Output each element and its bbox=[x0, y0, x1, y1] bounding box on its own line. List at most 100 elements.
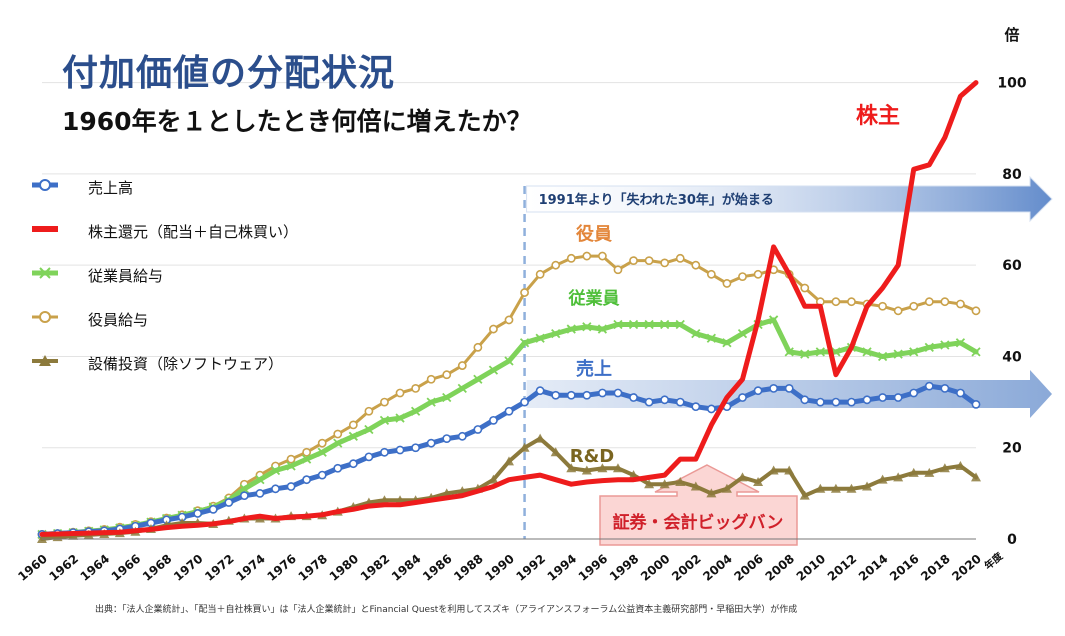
data-point bbox=[411, 383, 420, 393]
x-tick-label: 1982 bbox=[358, 552, 393, 584]
data-point bbox=[582, 251, 592, 261]
x-tick-label: 2010 bbox=[794, 552, 829, 584]
data-point bbox=[426, 397, 436, 407]
data-point bbox=[504, 315, 514, 325]
data-point bbox=[426, 374, 436, 384]
data-point bbox=[426, 438, 436, 448]
x-unit-label: 年度 bbox=[982, 549, 1006, 572]
grid bbox=[42, 82, 976, 540]
data-point bbox=[878, 301, 887, 311]
data-point bbox=[862, 395, 872, 405]
data-point bbox=[612, 463, 623, 473]
big-bang-callout bbox=[599, 464, 798, 546]
x-tick-label: 1972 bbox=[202, 552, 237, 584]
data-point bbox=[411, 443, 420, 453]
data-point bbox=[520, 288, 529, 297]
data-point bbox=[333, 463, 343, 473]
data-point bbox=[691, 402, 701, 412]
y-tick-label: 40 bbox=[1002, 349, 1022, 365]
data-point bbox=[239, 484, 250, 494]
data-point bbox=[271, 484, 280, 494]
data-point bbox=[722, 338, 732, 348]
sales-band-arrow bbox=[526, 370, 1052, 418]
data-point bbox=[317, 470, 327, 480]
data-point bbox=[799, 490, 810, 500]
x-tick-label: 2002 bbox=[669, 552, 704, 584]
x-tick-label: 1980 bbox=[327, 552, 362, 584]
data-point bbox=[815, 347, 825, 357]
data-point bbox=[582, 322, 592, 332]
series-0 bbox=[37, 381, 981, 539]
x-tick-label: 1994 bbox=[545, 552, 580, 584]
data-point bbox=[239, 491, 249, 501]
x-tick-label: 1976 bbox=[264, 552, 299, 584]
data-point bbox=[940, 297, 950, 307]
data-point bbox=[613, 388, 623, 398]
data-point bbox=[317, 447, 327, 457]
x-tick-label: 1970 bbox=[171, 552, 206, 584]
data-point bbox=[924, 381, 934, 391]
y-tick-label: 20 bbox=[1002, 441, 1022, 457]
data-point bbox=[535, 269, 545, 279]
legend-swatch-capex bbox=[32, 355, 58, 366]
data-point bbox=[317, 438, 327, 448]
series-line bbox=[39, 80, 979, 537]
data-point bbox=[644, 479, 655, 489]
data-point bbox=[644, 397, 654, 407]
legend-swatch-sales bbox=[32, 179, 58, 191]
data-point bbox=[815, 397, 825, 407]
data-point bbox=[769, 383, 779, 393]
annotation-shareholders: 株主 bbox=[856, 104, 900, 129]
data-point bbox=[348, 459, 358, 469]
series-1 bbox=[39, 80, 979, 537]
data-point bbox=[333, 429, 343, 439]
data-point bbox=[738, 393, 747, 402]
data-point bbox=[847, 297, 856, 307]
data-point bbox=[551, 328, 561, 339]
data-point bbox=[535, 333, 545, 343]
annotation-rnd: R&D bbox=[570, 446, 615, 467]
data-point bbox=[395, 445, 405, 455]
data-point bbox=[675, 397, 685, 407]
data-point bbox=[846, 483, 857, 493]
data-point bbox=[659, 479, 670, 489]
data-point bbox=[660, 395, 670, 405]
data-point bbox=[893, 393, 903, 402]
y-tick-label: 100 bbox=[997, 76, 1026, 92]
data-point bbox=[489, 324, 498, 334]
data-point bbox=[644, 256, 654, 266]
legend-swatch-employees bbox=[32, 267, 58, 279]
data-point bbox=[924, 467, 935, 477]
data-point bbox=[504, 356, 514, 366]
data-point bbox=[504, 456, 514, 466]
data-point bbox=[660, 319, 670, 330]
data-point bbox=[473, 374, 483, 384]
data-point bbox=[784, 465, 795, 475]
x-tick-label: 1988 bbox=[451, 552, 486, 584]
data-point bbox=[768, 315, 779, 325]
data-point bbox=[286, 482, 296, 491]
annotation-executives: 役員 bbox=[576, 223, 612, 245]
data-point bbox=[815, 483, 826, 493]
data-point bbox=[675, 253, 685, 263]
data-point bbox=[566, 390, 576, 400]
legend-swatch-shareholders bbox=[32, 226, 58, 232]
data-point bbox=[301, 454, 312, 464]
data-point bbox=[893, 472, 904, 482]
data-point bbox=[737, 328, 748, 339]
data-point bbox=[690, 481, 701, 491]
legend-label: 役員給与 bbox=[88, 311, 149, 329]
data-point bbox=[489, 415, 498, 425]
annotation-employees: 従業員 bbox=[568, 288, 620, 309]
data-point bbox=[535, 433, 546, 443]
lost-decades-arrow bbox=[526, 175, 1053, 223]
data-point bbox=[800, 395, 810, 405]
y-tick-label: 80 bbox=[1002, 167, 1022, 183]
data-point bbox=[598, 388, 607, 398]
data-point bbox=[270, 465, 281, 476]
x-tick-label: 2016 bbox=[887, 552, 922, 584]
data-point bbox=[939, 463, 950, 473]
data-point bbox=[753, 269, 763, 279]
x-tick-label: 1992 bbox=[513, 552, 548, 584]
